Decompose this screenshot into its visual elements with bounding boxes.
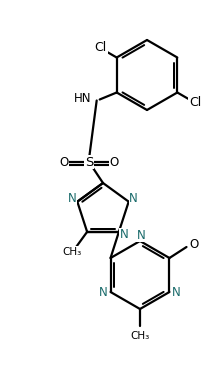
Text: N: N [99,286,108,299]
Text: O: O [59,155,69,168]
Text: CH₃: CH₃ [130,331,150,341]
Text: HN: HN [74,92,92,105]
Text: N: N [119,228,128,241]
Text: N: N [68,192,77,205]
Text: N: N [137,229,145,242]
Text: S: S [85,155,93,168]
Text: O: O [109,155,119,168]
Text: CH₃: CH₃ [63,247,82,257]
Text: N: N [172,286,181,299]
Text: Cl: Cl [95,41,107,54]
Text: O: O [190,239,199,252]
Text: N: N [129,192,138,205]
Text: Cl: Cl [189,96,201,109]
